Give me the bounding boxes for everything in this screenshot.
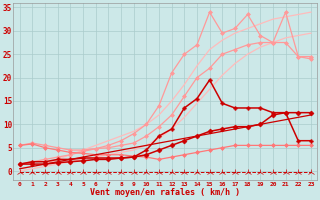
X-axis label: Vent moyen/en rafales ( km/h ): Vent moyen/en rafales ( km/h ) [90,188,240,197]
